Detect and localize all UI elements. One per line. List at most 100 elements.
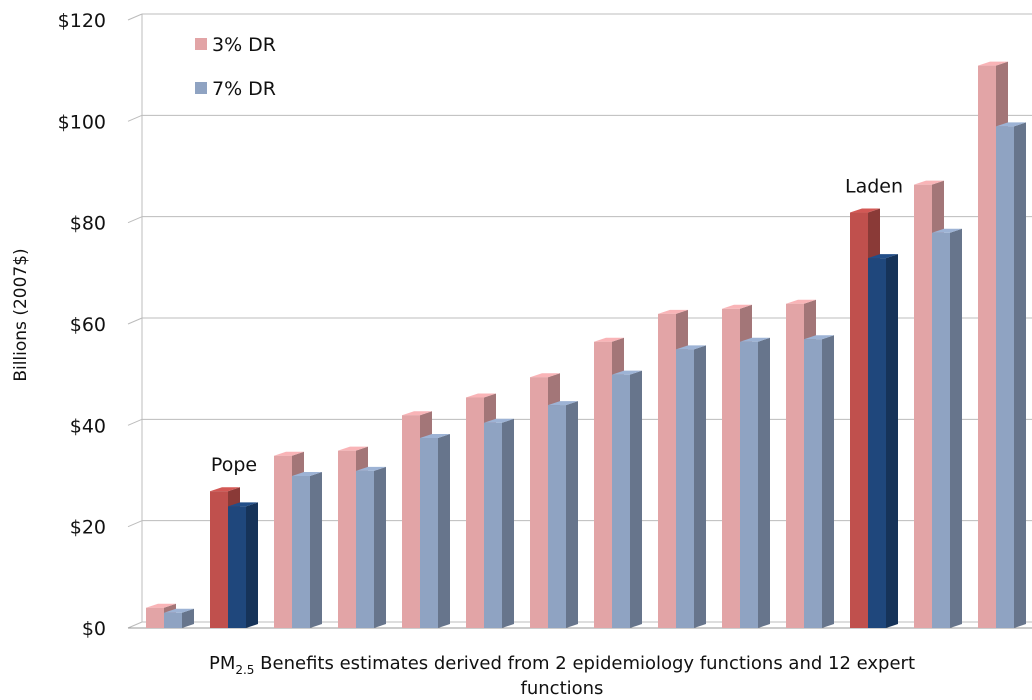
bar-front	[804, 339, 822, 628]
bar-side	[246, 502, 258, 628]
bar-top	[722, 304, 752, 309]
bar-top	[548, 401, 578, 406]
bar-top	[420, 434, 450, 438]
bar-top	[868, 254, 898, 259]
bar-top	[804, 335, 834, 340]
annotation-pope: Pope	[211, 454, 257, 476]
legend-label-3pct: 3% DR	[212, 34, 276, 56]
bar-top	[466, 393, 496, 398]
bar-front	[740, 341, 758, 628]
legend-item-7pct: 7% DR	[195, 78, 276, 100]
bar-top	[932, 228, 962, 233]
gridline-side	[127, 621, 143, 629]
bar-top	[530, 373, 560, 378]
gridline-side	[127, 13, 143, 21]
bar-front	[530, 377, 548, 628]
bar-front	[612, 374, 630, 628]
gridline-side	[127, 317, 143, 325]
bar-7pct-dr	[484, 418, 514, 628]
bar-front	[996, 126, 1014, 629]
annotation-laden: Laden	[845, 176, 903, 198]
x-axis-label-pm: PM	[209, 653, 235, 674]
annotations: Pope Laden	[211, 176, 903, 477]
y-tick-label: $20	[70, 517, 106, 539]
y-tick-label: $100	[58, 111, 106, 133]
bar-side	[886, 254, 898, 628]
bar-top	[676, 345, 706, 350]
bar-top	[612, 370, 642, 375]
x-axis-label-rest: Benefits estimates derived from 2 epidem…	[254, 653, 915, 674]
bar-side	[502, 418, 514, 628]
bar-top	[914, 180, 944, 185]
bar-front	[420, 438, 438, 628]
y-tick-label: $120	[58, 10, 106, 32]
x-axis-label-subscript: 2.5	[235, 663, 254, 677]
bar-front	[274, 455, 292, 628]
bar-7pct-dr	[292, 472, 322, 628]
bar-7pct-dr	[612, 370, 642, 628]
bar-front	[676, 349, 694, 628]
bar-top	[786, 299, 816, 304]
x-axis-label-line2: functions	[521, 678, 604, 699]
bar-top	[740, 337, 770, 342]
bar-top	[164, 608, 194, 613]
bar-7pct-dr	[996, 122, 1026, 629]
bar-side	[758, 337, 770, 628]
bar-front	[146, 607, 164, 628]
y-tick-label: $80	[70, 213, 106, 235]
bar-top	[484, 418, 514, 423]
bar-7pct-dr	[420, 434, 450, 628]
x-axis-label-line1: PM2.5 Benefits estimates derived from 2 …	[209, 653, 915, 677]
bar-front	[466, 397, 484, 628]
bar-7pct-dr	[228, 502, 258, 628]
bar-side	[182, 608, 194, 628]
y-axis-ticks: $0 $20 $40 $60 $80 $100 $120	[58, 10, 106, 640]
bar-top	[228, 502, 258, 507]
bar-7pct-dr	[356, 466, 386, 628]
bar-side	[1014, 122, 1026, 629]
y-tick-label: $60	[70, 314, 106, 336]
gridline-side	[127, 216, 143, 224]
y-axis-label: Billions (2007$)	[11, 248, 31, 381]
bar-7pct-dr	[804, 335, 834, 628]
bar-front	[786, 303, 804, 628]
bar-top	[338, 446, 368, 451]
bar-top	[292, 472, 322, 476]
gridline-side	[127, 418, 143, 426]
bar-side	[438, 434, 450, 628]
bar-front	[914, 184, 932, 628]
bar-front	[978, 65, 996, 629]
legend: 3% DR 7% DR	[195, 34, 276, 100]
bar-side	[566, 401, 578, 628]
bar-front	[338, 450, 356, 628]
bar-top	[146, 603, 176, 608]
bar-top	[402, 411, 432, 416]
bar-side	[310, 472, 322, 628]
bar-top	[594, 337, 624, 342]
bar-front	[292, 476, 310, 628]
bar-front	[658, 313, 676, 628]
bar-top	[356, 466, 386, 471]
bar-front	[164, 612, 182, 628]
bar-side	[950, 228, 962, 629]
bar-top	[996, 122, 1026, 127]
bar-front	[356, 470, 374, 628]
bar-front	[722, 308, 740, 628]
bar-front	[868, 258, 886, 628]
bar-front	[402, 415, 420, 628]
bar-7pct-dr	[932, 228, 962, 629]
bars	[146, 61, 1026, 629]
legend-swatch-7pct	[195, 82, 207, 94]
gridline-side	[127, 520, 143, 528]
bar-front	[484, 422, 502, 628]
bar-side	[374, 466, 386, 628]
gridline-side	[127, 114, 143, 122]
bar-top	[210, 487, 240, 492]
y-tick-label: $0	[82, 618, 106, 640]
bar-front	[850, 212, 868, 629]
bar-side	[694, 345, 706, 628]
bar-7pct-dr	[740, 337, 770, 628]
bar-top	[850, 208, 880, 213]
bar-7pct-dr	[676, 345, 706, 628]
